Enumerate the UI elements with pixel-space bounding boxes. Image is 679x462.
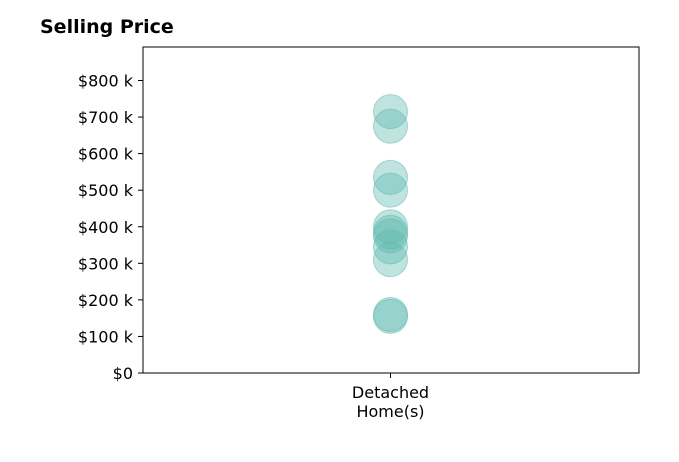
data-point: [373, 298, 408, 334]
data-point: [373, 159, 408, 195]
data-point: [373, 242, 408, 278]
y-tick-label: $200 k: [78, 291, 134, 310]
x-tick-label-line: Detached: [352, 383, 429, 402]
data-point: [373, 94, 408, 130]
data-point: [373, 209, 408, 245]
chart-title: Selling Price: [40, 16, 174, 38]
y-tick-label: $400 k: [78, 218, 134, 237]
y-tick-label: $700 k: [78, 108, 134, 127]
y-tick-label: $800 k: [78, 72, 134, 91]
y-tick-label: $100 k: [78, 327, 134, 346]
y-tick-label: $0: [113, 364, 133, 383]
y-tick-label: $600 k: [78, 145, 134, 164]
x-tick-label: Detached Home(s): [352, 383, 429, 421]
x-tick-label-line: Home(s): [356, 402, 424, 421]
data-point: [373, 172, 408, 208]
y-tick-label: $300 k: [78, 254, 134, 273]
y-tick-label: $500 k: [78, 181, 134, 200]
data-point: [373, 229, 408, 265]
data-point: [373, 108, 408, 144]
